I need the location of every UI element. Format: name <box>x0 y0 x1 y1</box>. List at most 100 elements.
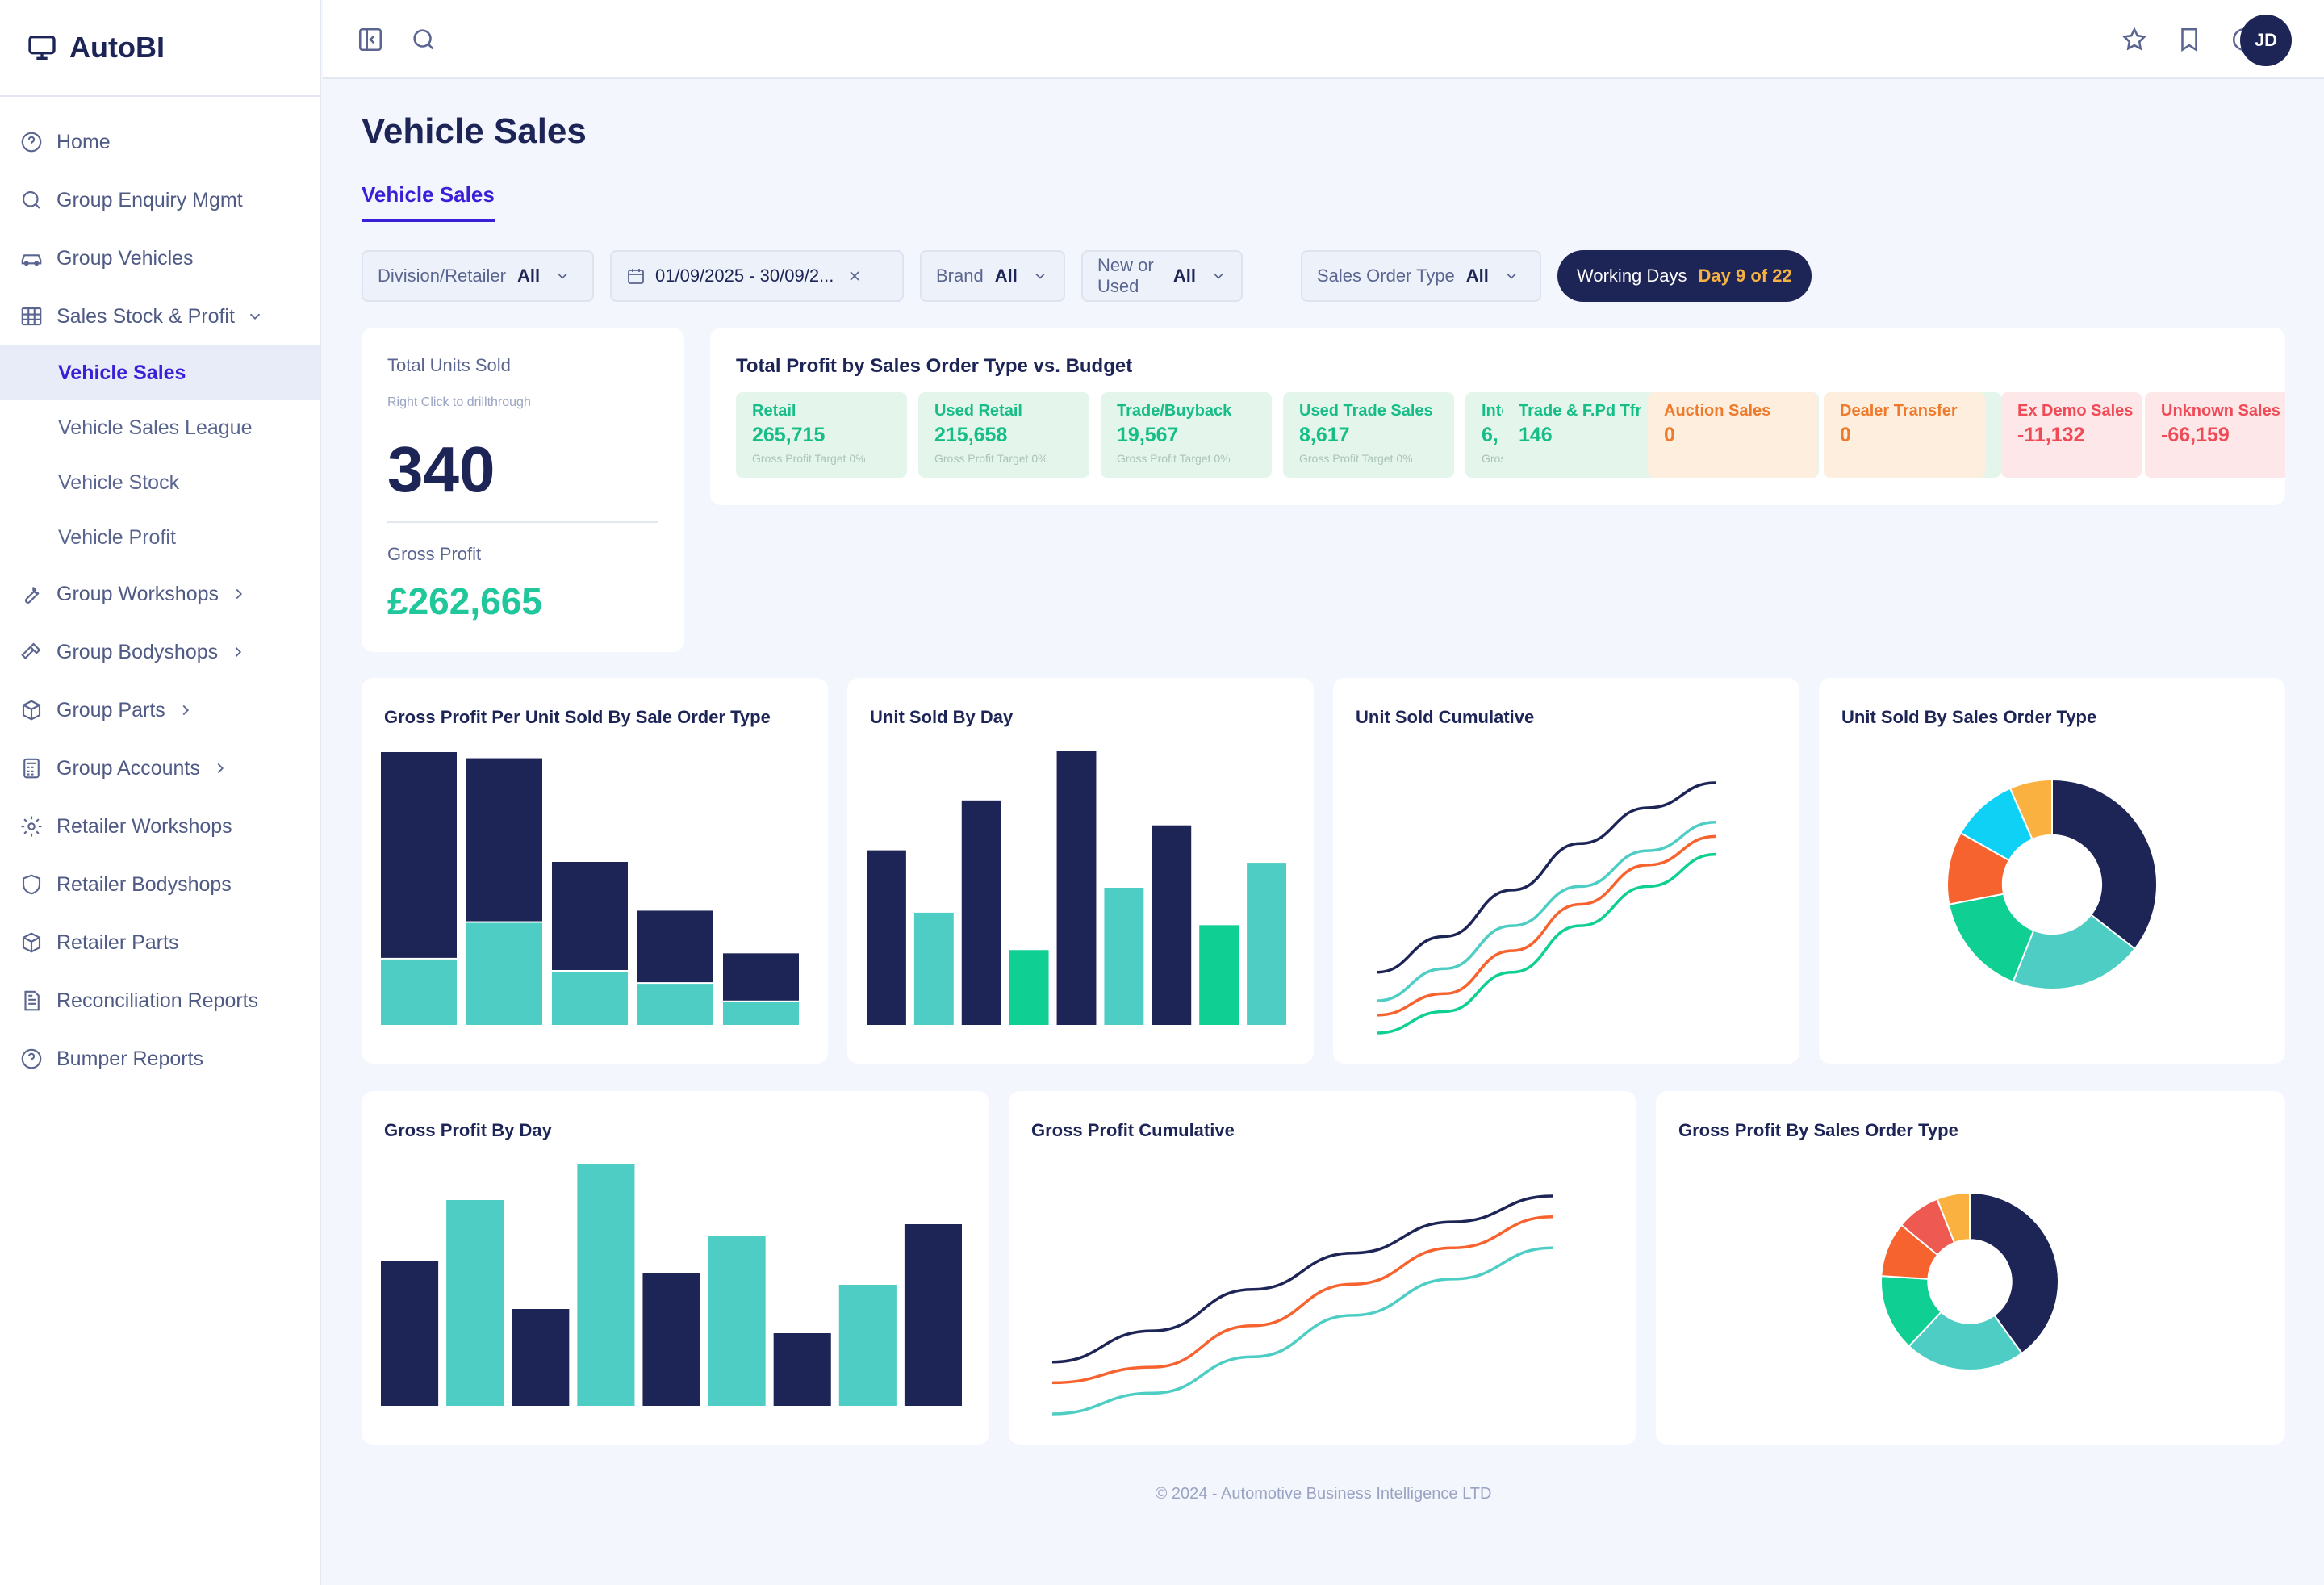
collapse-sidebar-icon[interactable] <box>355 24 386 55</box>
chevron-right-icon <box>177 701 194 719</box>
bar <box>1056 751 1097 1025</box>
tile-value: 0 <box>1840 424 1851 446</box>
sidebar-subitem-vehicle-sales-league[interactable]: Vehicle Sales League <box>58 416 253 439</box>
pie-slice <box>1936 1191 1971 1244</box>
tile-value: 146 <box>1519 424 1553 446</box>
sidebar-item-label: Group Parts <box>56 698 165 721</box>
profit-tile[interactable]: Ex Demo Sales -11,132 <box>2001 392 2142 478</box>
hammer-icon <box>19 640 44 664</box>
brand-name: AutoBI <box>69 31 165 64</box>
clear-icon[interactable] <box>846 268 863 284</box>
search-icon[interactable] <box>408 24 439 55</box>
series-line <box>1051 1194 1553 1364</box>
bar <box>446 1200 504 1406</box>
filter-label: Division/Retailer <box>378 266 506 286</box>
chevron-down-icon <box>246 307 264 325</box>
filter-value: All <box>1465 266 1489 286</box>
shield-icon <box>19 872 44 897</box>
gp-by-day-card[interactable]: Gross Profit By Day <box>362 1091 989 1445</box>
series-line <box>1376 834 1716 1017</box>
user-avatar[interactable]: JD <box>2240 15 2292 66</box>
sidebar-subitem-vehicle-sales[interactable]: Vehicle Sales <box>0 345 320 400</box>
table-icon <box>19 304 44 328</box>
working-days-badge[interactable]: Working Days Day 9 of 22 <box>1557 250 1812 302</box>
sidebar: AutoBI Home Group Enquiry Mgmt Group Vehic… <box>0 0 321 1585</box>
series-line <box>1376 852 1716 1035</box>
gp-by-type-chart <box>1880 1191 2059 1371</box>
unit-sold-by-day-card[interactable]: Unit Sold By Day <box>847 678 1314 1064</box>
sidebar-item-home[interactable]: Home <box>0 113 320 171</box>
sales-order-type-filter[interactable]: Sales Order Type All <box>1301 250 1541 302</box>
sidebar-item-group-bodyshops[interactable]: Group Bodyshops <box>0 623 320 681</box>
sidebar-item-retailer-parts[interactable]: Retailer Parts <box>0 914 320 972</box>
profit-tile[interactable]: Trade & F.Pd Tfr 146 <box>1503 392 1672 478</box>
sidebar-item-group-enquiry-mgmt[interactable]: Group Enquiry Mgmt <box>0 171 320 229</box>
sidebar-item-group-accounts[interactable]: Group Accounts <box>0 739 320 797</box>
profit-tile[interactable]: Auction Sales 0 <box>1648 392 1817 478</box>
kpi-card[interactable]: Total Units Sold Right Click to drillthr… <box>362 328 684 652</box>
sidebar-item-group-parts[interactable]: Group Parts <box>0 681 320 739</box>
help-circle-icon <box>19 130 44 154</box>
filter-value: All <box>1172 266 1196 286</box>
box-icon <box>19 931 44 955</box>
tile-value: 19,567 <box>1117 424 1179 446</box>
sidebar-item-group-workshops[interactable]: Group Workshops <box>0 565 320 623</box>
sidebar-item-bumper-reports[interactable]: Bumper Reports <box>0 1030 320 1088</box>
pie-slice <box>2051 778 2158 951</box>
sidebar-item-group-vehicles[interactable]: Group Vehicles <box>0 229 320 287</box>
filter-value: All <box>994 266 1018 286</box>
date-range-filter[interactable]: 01/09/2025 - 30/09/2... <box>610 250 904 302</box>
tile-label: Used Retail <box>934 402 1022 420</box>
tile-label: Unknown Sales Order <box>2161 402 2285 420</box>
bar <box>552 862 628 970</box>
pie-slice <box>2008 778 2053 841</box>
box-icon <box>19 698 44 722</box>
gp-cumulative-card[interactable]: Gross Profit Cumulative <box>1009 1091 1636 1445</box>
tile-target: Gross Profit Target 0% <box>934 452 1048 465</box>
bookmark-icon[interactable] <box>2174 24 2205 55</box>
sidebar-item-sales-stock-profit[interactable]: Sales Stock & Profit <box>0 287 320 345</box>
bar <box>1199 925 1239 1025</box>
sidebar-item-label: Sales Stock & Profit <box>56 304 235 328</box>
sidebar-item-reconciliation-reports[interactable]: Reconciliation Reports <box>0 972 320 1030</box>
bar <box>867 850 906 1025</box>
profit-tile[interactable]: Used Trade Sales 8,617 Gross Profit Target… <box>1283 392 1454 478</box>
new-or-used-filter[interactable]: New or Used All <box>1081 250 1243 302</box>
tile-value: 215,658 <box>934 424 1008 446</box>
brand-filter[interactable]: Brand All <box>920 250 1065 302</box>
series-line <box>1051 1215 1553 1385</box>
bar <box>708 1236 766 1406</box>
bar <box>913 912 954 1025</box>
tile-value: 8,617 <box>1299 424 1350 446</box>
bar <box>723 1002 799 1025</box>
cog-icon <box>19 814 44 839</box>
star-icon[interactable] <box>2119 24 2150 55</box>
sidebar-subitem-vehicle-stock[interactable]: Vehicle Stock <box>58 470 180 494</box>
unit-sold-cumulative-card[interactable]: Unit Sold Cumulative <box>1333 678 1799 1064</box>
tab-vehicle-sales[interactable]: Vehicle Sales <box>362 182 495 222</box>
bar <box>466 758 542 922</box>
sidebar-item-label: Retailer Workshops <box>56 814 232 838</box>
profit-tile[interactable]: Retail 265,715 Gross Profit Target 0% <box>736 392 907 478</box>
profit-tile[interactable]: Trade/Buyback 19,567 Gross Profit Target 0… <box>1101 392 1272 478</box>
division-retailer-filter[interactable]: Division/Retailer All <box>362 250 594 302</box>
profit-tile[interactable]: Unknown Sales Order -66,159 <box>2145 392 2285 478</box>
tile-label: Ex Demo Sales <box>2017 402 2134 420</box>
sidebar-item-label: Group Enquiry Mgmt <box>56 188 243 211</box>
sidebar-item-retailer-bodyshops[interactable]: Retailer Bodyshops <box>0 855 320 914</box>
gross-profit-value: £262,665 <box>387 580 542 622</box>
document-icon <box>19 989 44 1013</box>
sidebar-subitem-vehicle-profit[interactable]: Vehicle Profit <box>58 525 176 549</box>
unit-sold-by-type-card[interactable]: Unit Sold By Sales Order Type <box>1819 678 2285 1064</box>
brand[interactable]: AutoBI <box>0 0 320 97</box>
tile-label: Auction Sales <box>1664 402 1771 420</box>
tile-value: 0 <box>1664 424 1675 446</box>
sidebar-item-retailer-workshops[interactable]: Retailer Workshops <box>0 797 320 855</box>
gp-by-day-chart <box>381 1164 962 1406</box>
profit-tile[interactable]: Used Retail 215,658 Gross Profit Target 0% <box>918 392 1089 478</box>
gp-per-unit-card[interactable]: Gross Profit Per Unit Sold By Sale Order… <box>362 678 828 1064</box>
sidebar-item-label: Bumper Reports <box>56 1047 204 1070</box>
tile-label: Used Trade Sales <box>1299 402 1433 420</box>
gp-by-type-card[interactable]: Gross Profit By Sales Order Type <box>1656 1091 2285 1445</box>
profit-tile[interactable]: Dealer Transfer 0 <box>1824 392 1985 478</box>
